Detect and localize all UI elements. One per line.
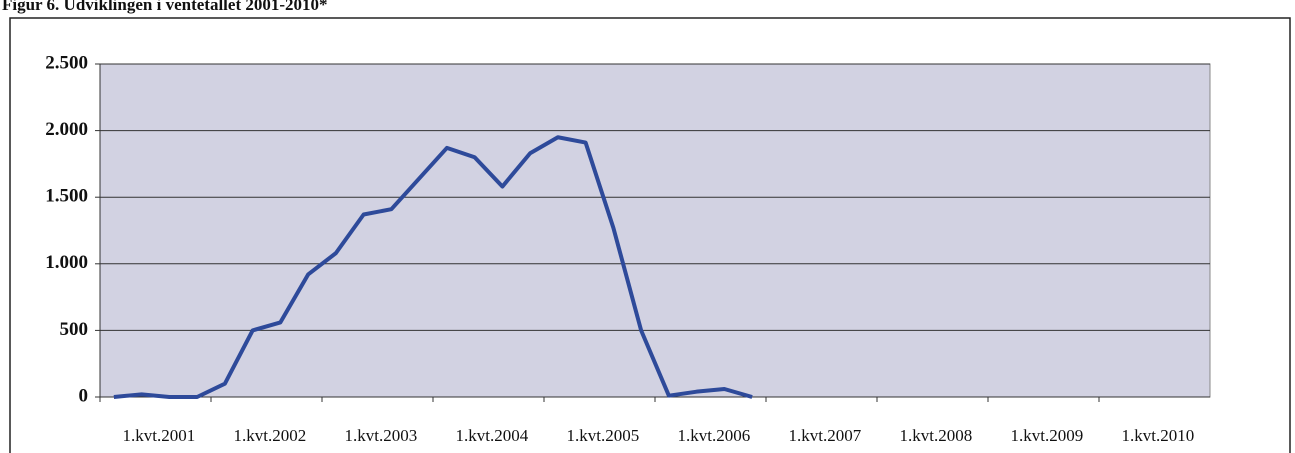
x-tick-label: 1.kvt.2002 [234, 426, 307, 445]
x-tick-label: 1.kvt.2005 [567, 426, 640, 445]
y-tick-label: 500 [60, 319, 89, 340]
x-tick-label: 1.kvt.2004 [456, 426, 529, 445]
x-tick-label: 1.kvt.2009 [1011, 426, 1084, 445]
x-tick-label: 1.kvt.2006 [678, 426, 751, 445]
x-tick-label: 1.kvt.2010 [1122, 426, 1195, 445]
x-tick-label: 1.kvt.2001 [123, 426, 196, 445]
x-tick-label: 1.kvt.2003 [345, 426, 418, 445]
y-tick-label: 1.000 [45, 252, 88, 273]
y-tick-label: 1.500 [45, 186, 88, 207]
y-tick-label: 0 [79, 385, 89, 406]
y-tick-label: 2.500 [45, 52, 88, 73]
x-tick-label: 1.kvt.2008 [900, 426, 973, 445]
x-tick-label: 1.kvt.2007 [789, 426, 862, 445]
data-line [113, 135, 753, 399]
plot-area [99, 63, 1211, 398]
chart-title: Figur 6. Udviklingen i ventetallet 2001-… [2, 0, 328, 14]
y-tick-label: 2.000 [45, 119, 88, 140]
